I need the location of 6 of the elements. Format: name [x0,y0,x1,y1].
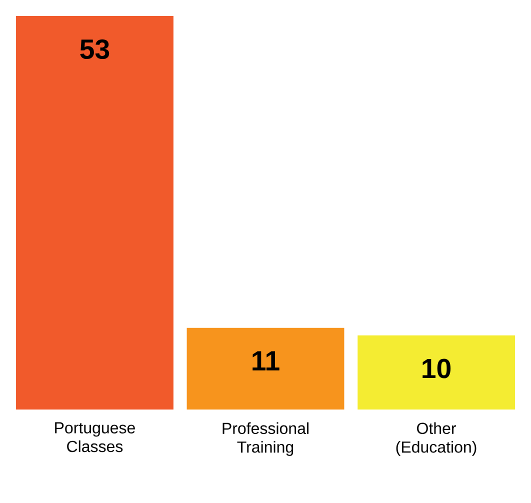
data-label: 53 [80,39,110,60]
data-label: 10 [422,358,451,378]
x-tick-label: Professional Training [222,422,308,456]
x-tick-label: Portuguese Classes [55,422,135,452]
x-tick-label: Other (Education) [396,422,476,456]
data-label: 11 [252,351,280,370]
